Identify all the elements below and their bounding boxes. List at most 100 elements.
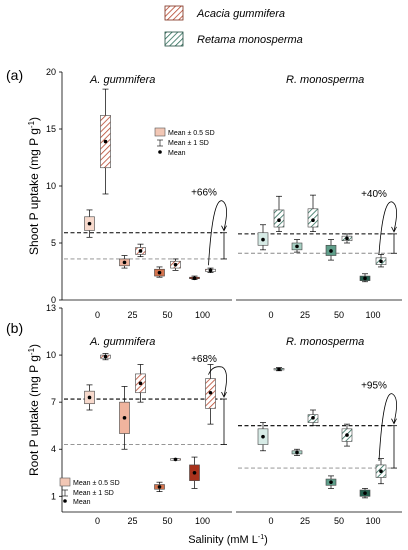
x-tick-label: 0 (268, 310, 273, 320)
box-mean-dot (277, 218, 281, 222)
box-mean-dot (345, 433, 349, 437)
box-key-panel-a: Mean ± 0.5 SD Mean ± 1 SD Mean (154, 127, 215, 157)
box-mean-dot (329, 249, 333, 253)
x-tick-label: 100 (195, 310, 210, 320)
key-mean-label: Mean (168, 150, 186, 157)
box-mean-dot (363, 491, 367, 495)
change-arrow (378, 393, 397, 461)
y-axis-title: Root P uptake (mg P g-1) (27, 344, 41, 476)
box-mean-dot (87, 221, 92, 226)
box-mean-dot (173, 262, 178, 267)
box-mean-dot (311, 416, 315, 420)
y-tick-label: 20 (46, 67, 56, 77)
key-box-label: Mean ± 0.5 SD (168, 130, 215, 137)
change-arrow-head (221, 391, 227, 398)
y-tick-label: 1 (51, 491, 56, 501)
box-mean-dot (329, 480, 333, 484)
key-box-label: Mean ± 0.5 SD (73, 480, 120, 487)
x-tick-label: 25 (300, 310, 310, 320)
y-tick-label: 0 (51, 295, 56, 305)
legend-label-acacia: Acacia gummifera (196, 8, 285, 20)
box-mean-dot (103, 139, 108, 144)
key-mean-label: Mean (73, 499, 91, 506)
y-tick-label: 4 (51, 444, 56, 454)
change-label: +95% (361, 381, 387, 392)
change-arrow (378, 201, 397, 254)
box-mean-dot (122, 260, 127, 265)
panel-label: (b) (6, 320, 23, 336)
box-mean-dot (192, 470, 197, 475)
change-arrow-head (391, 418, 397, 425)
x-tick-label: 25 (127, 516, 137, 526)
box-mean-dot (103, 354, 108, 359)
y-tick-label: 10 (46, 181, 56, 191)
change-arrow-head (221, 225, 227, 232)
x-tick-label: 50 (162, 310, 172, 320)
x-tick-label: 50 (334, 310, 344, 320)
box-mean-dot (261, 434, 265, 439)
change-label: +66% (191, 188, 217, 199)
group-title: R. monosperma (286, 74, 364, 86)
key-whisker-label: Mean ± 1 SD (73, 490, 114, 497)
box-mean-dot (363, 276, 367, 281)
x-axis-title: Salinity (mM L-1) (188, 534, 268, 546)
y-tick-label: 15 (46, 124, 56, 134)
box-mean-dot (261, 237, 265, 242)
y-tick-label: 10 (46, 350, 56, 360)
x-tick-label: 100 (195, 516, 210, 526)
box-mean-dot (157, 485, 162, 489)
panel-b-root: (b) Root P uptake (mg P g-1) 1 4 7 10 13 A. gum… (6, 303, 402, 526)
key-box-symbol (154, 127, 166, 137)
key-box-symbol (59, 477, 71, 487)
box-mean-dot (277, 367, 281, 372)
y-tick-label: 7 (51, 397, 56, 407)
key-whisker-label: Mean ± 1 SD (168, 140, 209, 147)
group-title: R. monosperma (286, 336, 364, 348)
box-mean-dot (311, 218, 315, 222)
box-mean-dot (173, 457, 178, 462)
box-body (307, 208, 319, 228)
change-label: +40% (361, 189, 387, 200)
box-mean-dot (295, 244, 299, 249)
box-mean-dot (208, 268, 213, 273)
y-axis-title: Shoot P uptake (mg P g-1) (27, 117, 41, 255)
box-mean-dot (295, 450, 299, 455)
box-mean-dot (122, 416, 127, 420)
change-label: +68% (191, 354, 217, 365)
x-tick-label: 0 (268, 516, 273, 526)
box-mean-dot (157, 270, 162, 275)
box-key-panel-b: Mean ± 0.5 SD Mean ± 1 SD Mean (59, 477, 120, 506)
box-mean-dot (208, 390, 213, 395)
change-arrow-head (391, 226, 397, 233)
box-mean-dot (192, 276, 197, 281)
x-tick-label: 100 (365, 516, 380, 526)
x-tick-label: 25 (127, 310, 137, 320)
x-tick-label: 25 (300, 516, 310, 526)
x-tick-label: 0 (95, 516, 100, 526)
legend-swatch-retama (164, 31, 184, 47)
x-tick-label: 50 (162, 516, 172, 526)
x-tick-label: 0 (95, 310, 100, 320)
box-mean-dot (87, 395, 92, 400)
y-tick-label: 13 (46, 303, 56, 313)
box-mean-dot (345, 236, 349, 241)
x-tick-label: 100 (365, 310, 380, 320)
box-mean-dot (138, 249, 143, 253)
species-legend: Acacia gummifera Retama monosperma (164, 5, 303, 47)
box-mean-dot (379, 259, 383, 264)
legend-label-retama: Retama monosperma (197, 34, 303, 46)
panel-a-shoot: (a) Shoot P uptake (mg P g-1) 0 5 10 15 20 A. g… (6, 67, 402, 320)
group-title: A. gummifera (89, 336, 155, 348)
panel-label: (a) (6, 67, 23, 83)
key-mean-symbol (158, 150, 162, 154)
change-arrow (208, 200, 227, 266)
key-mean-symbol (63, 499, 67, 503)
group-title: A. gummifera (89, 74, 155, 86)
x-tick-label: 50 (334, 516, 344, 526)
box-mean-dot (379, 469, 383, 474)
change-arrow (208, 366, 227, 397)
legend-swatch-acacia (164, 5, 184, 21)
y-tick-label: 5 (51, 238, 56, 248)
box-mean-dot (138, 381, 143, 386)
